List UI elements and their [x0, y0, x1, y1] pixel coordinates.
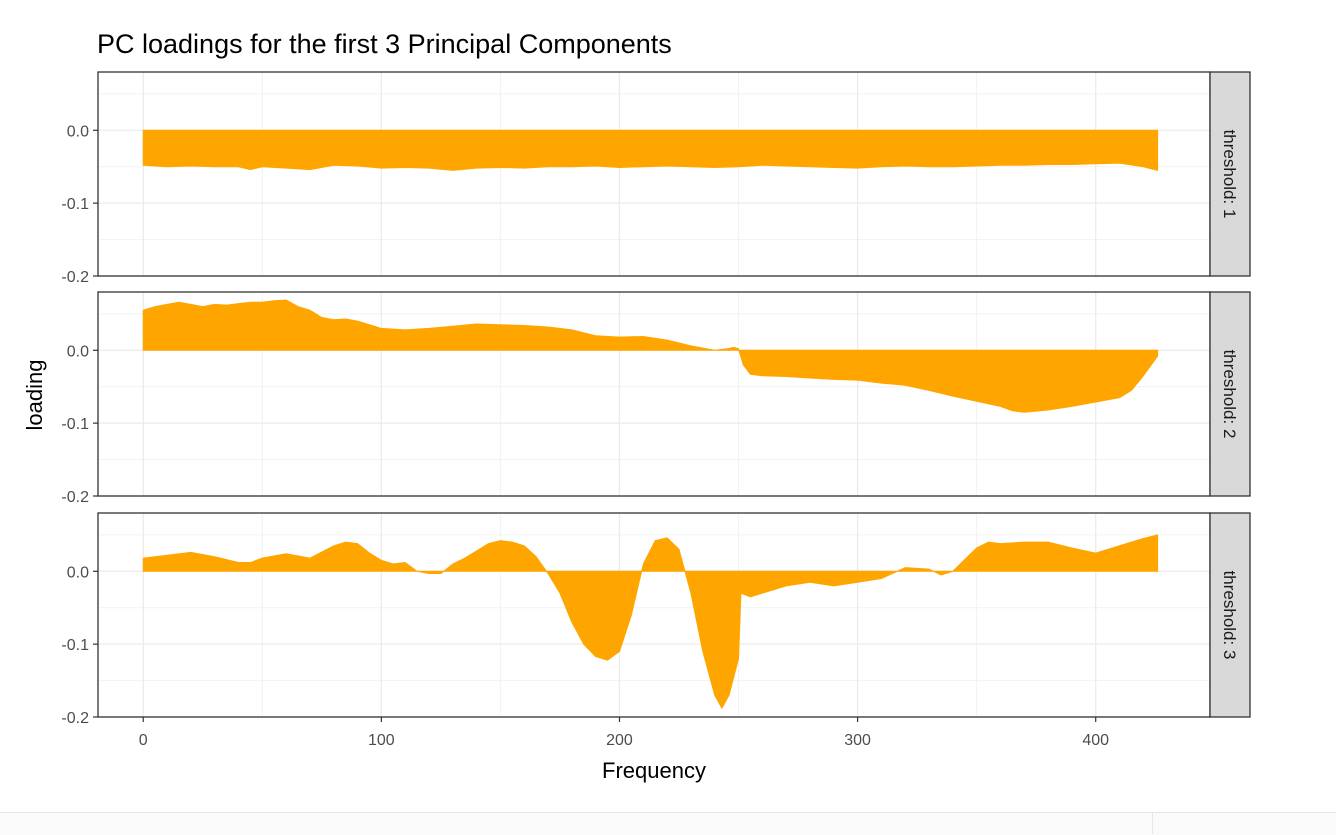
x-axis-title: Frequency	[602, 758, 706, 783]
y-tick-label: -0.2	[61, 489, 89, 506]
facet-strip-background	[1209, 71, 1251, 277]
bottom-toolbar	[0, 812, 1336, 835]
y-tick-label: 0.0	[67, 343, 89, 360]
x-tick-label: 400	[1082, 732, 1109, 749]
facet-strip-label: threshold: 3	[1220, 571, 1239, 660]
y-tick-label: -0.2	[61, 269, 89, 286]
facet-strip-label: threshold: 2	[1220, 350, 1239, 439]
y-tick-label: 0.0	[67, 564, 89, 581]
facet-strip-label: threshold: 1	[1220, 130, 1239, 219]
x-tick-label: 200	[606, 732, 633, 749]
y-tick-label: -0.1	[61, 637, 89, 654]
y-tick-label: 0.0	[67, 123, 89, 140]
chart-title: PC loadings for the first 3 Principal Co…	[97, 29, 672, 59]
panel-background	[98, 72, 1210, 276]
facet-strip-background	[1209, 512, 1251, 718]
loading-area-series-1	[142, 129, 1159, 172]
x-tick-label: 0	[139, 732, 148, 749]
facet-panel-2: 0.0 -0.1 -0.2 threshold: 2	[61, 291, 1251, 506]
facet-strip-background	[1209, 291, 1251, 497]
x-tick-label: 100	[368, 732, 395, 749]
y-tick-label: -0.1	[61, 416, 89, 433]
facet-panels: 0.0 -0.1 -0.2 threshold: 1 0.0 -0.1 -0.2 thresh…	[61, 71, 1251, 727]
toolbar-separator	[1152, 812, 1153, 834]
y-axis-title: loading	[22, 360, 47, 431]
x-tick-label: 300	[844, 732, 871, 749]
y-tick-label: -0.2	[61, 710, 89, 727]
pc-loadings-chart: PC loadings for the first 3 Principal Co…	[22, 29, 1251, 783]
loading-area-series-2	[142, 299, 1159, 413]
loading-area-series-3	[142, 534, 1159, 710]
x-axis: 0 100 200 300 400	[139, 717, 1109, 749]
facet-panel-3: 0.0 -0.1 -0.2 threshold: 3	[61, 512, 1251, 727]
facet-panel-1: 0.0 -0.1 -0.2 threshold: 1	[61, 71, 1251, 286]
y-tick-label: -0.1	[61, 196, 89, 213]
